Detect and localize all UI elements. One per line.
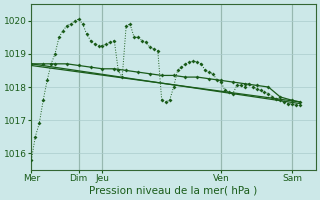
X-axis label: Pression niveau de la mer( hPa ): Pression niveau de la mer( hPa ) [90, 186, 258, 196]
